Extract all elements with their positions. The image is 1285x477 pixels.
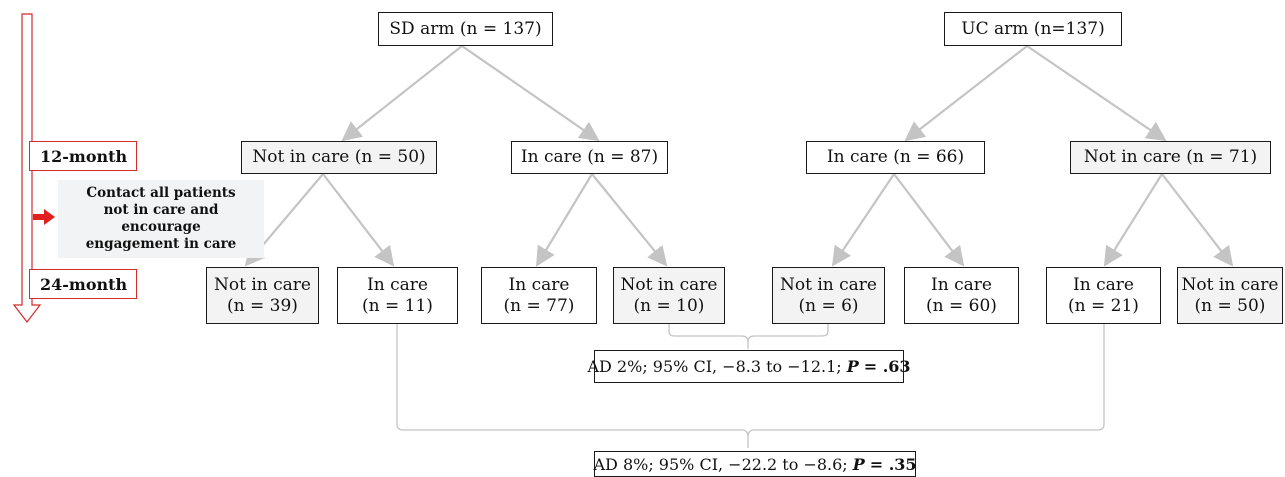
uc-24-in-care-box: In care (n = 60) — [904, 267, 1019, 324]
timepoint-24-month-label: 24-month — [40, 274, 128, 294]
sd-not-in-care-12-label: Not in care (n = 50) — [252, 147, 426, 167]
box-status-label: In care — [508, 274, 570, 295]
stat-text: AD 8%; 95% CI, −22.2 to −8.6; — [593, 454, 848, 474]
box-count-label: (n = 60) — [926, 295, 997, 316]
uc-in-care-12-box: In care (n = 66) — [806, 141, 985, 174]
intervention-note: Contact all patients not in care and enc… — [58, 180, 264, 258]
box-count-label: (n = 11) — [362, 295, 433, 316]
box-count-label: (n = 10) — [633, 295, 705, 316]
box-status-label: In care — [367, 274, 428, 295]
uc-not-in-care-12-label: Not in care (n = 71) — [1083, 147, 1258, 167]
note-line: Contact all patients — [86, 185, 236, 201]
p-label: P — [852, 454, 865, 474]
uc-in-care-12-label: In care (n = 66) — [826, 147, 965, 167]
p-value: = .35 — [869, 454, 917, 474]
comparison-stat-1: AD 2%; 95% CI, −8.3 to −12.1; P = .63 — [587, 350, 911, 383]
p-label: P — [846, 357, 859, 376]
uc-24-in-care-box-2: In care (n = 21) — [1046, 267, 1161, 324]
box-status-label: In care — [931, 274, 992, 295]
box-count-label: (n = 77) — [503, 295, 575, 316]
timepoint-12-month: 12-month — [29, 141, 137, 171]
box-status-label: Not in care — [1181, 274, 1279, 295]
stat-text: AD 2%; 95% CI, −8.3 to −12.1; — [587, 357, 842, 376]
uc-arm-box: UC arm (n=137) — [944, 12, 1122, 46]
box-count-label: (n = 21) — [1068, 295, 1139, 316]
uc-24-not-in-care-box: Not in care (n = 6) — [772, 267, 885, 324]
sd-24-not-in-care-box: Not in care (n = 39) — [206, 267, 319, 324]
timepoint-24-month: 24-month — [29, 269, 137, 299]
box-status-label: Not in care — [780, 274, 877, 295]
sd-in-care-12-label: In care (n = 87) — [520, 147, 659, 167]
sd-arm-box: SD arm (n = 137) — [378, 12, 553, 46]
note-arrow-icon — [33, 209, 55, 225]
timeline-arrow — [12, 13, 42, 323]
note-line: engagement in care — [85, 236, 237, 252]
sd-arm-label: SD arm (n = 137) — [389, 18, 542, 39]
uc-arm-label: UC arm (n=137) — [961, 18, 1105, 39]
p-value: = .63 — [863, 357, 911, 376]
box-status-label: Not in care — [620, 274, 718, 295]
sd-not-in-care-12-box: Not in care (n = 50) — [241, 141, 437, 174]
sd-24-in-care-box-2: In care (n = 77) — [481, 267, 597, 324]
sd-24-in-care-box: In care (n = 11) — [337, 267, 458, 324]
uc-not-in-care-12-box: Not in care (n = 71) — [1070, 141, 1271, 174]
box-count-label: (n = 6) — [798, 295, 859, 316]
box-count-label: (n = 39) — [227, 295, 298, 316]
note-line: not in care and — [103, 202, 219, 218]
note-line: encourage — [121, 219, 201, 235]
timepoint-12-month-label: 12-month — [40, 146, 128, 166]
box-count-label: (n = 50) — [1194, 295, 1266, 316]
comparison-stat-2: AD 8%; 95% CI, −22.2 to −8.6; P = .35 — [593, 451, 917, 477]
sd-24-not-in-care-box-2: Not in care (n = 10) — [613, 267, 725, 324]
uc-24-not-in-care-box-2: Not in care (n = 50) — [1177, 267, 1283, 324]
box-status-label: In care — [1073, 274, 1134, 295]
sd-in-care-12-box: In care (n = 87) — [511, 141, 668, 174]
box-status-label: Not in care — [214, 274, 311, 295]
